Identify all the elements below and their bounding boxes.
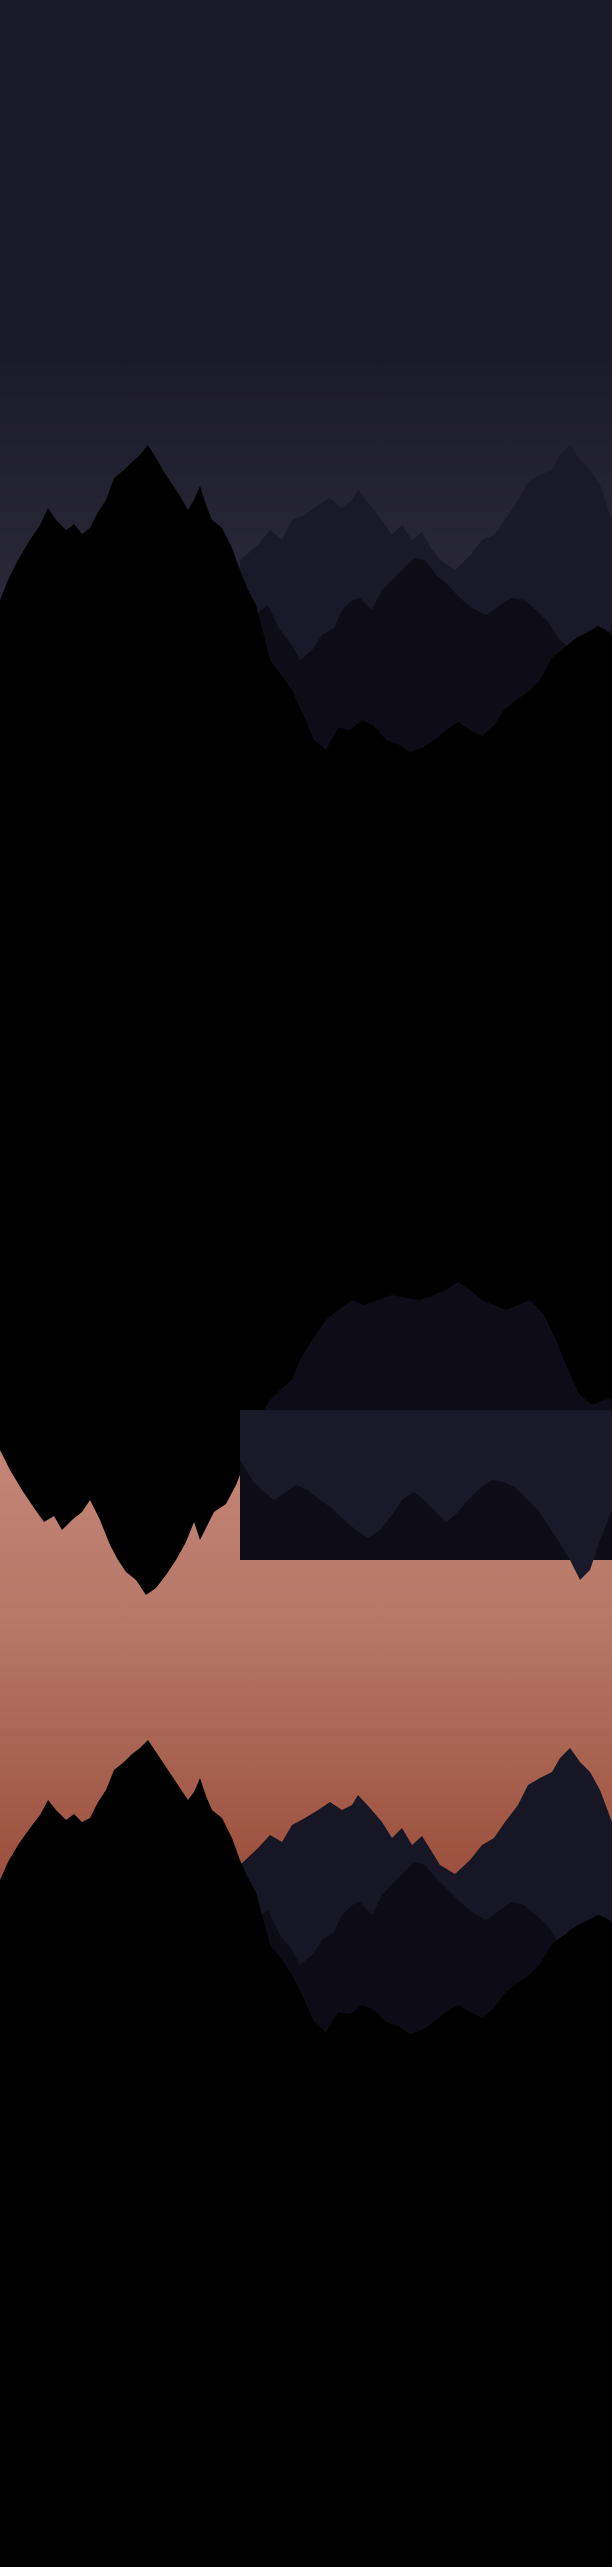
lower-near-ridge xyxy=(0,1740,612,2567)
reflection-far-ridge xyxy=(240,1410,612,1580)
upper-near-ridge xyxy=(0,445,612,1330)
reflection-near-ridge xyxy=(0,1300,270,1595)
